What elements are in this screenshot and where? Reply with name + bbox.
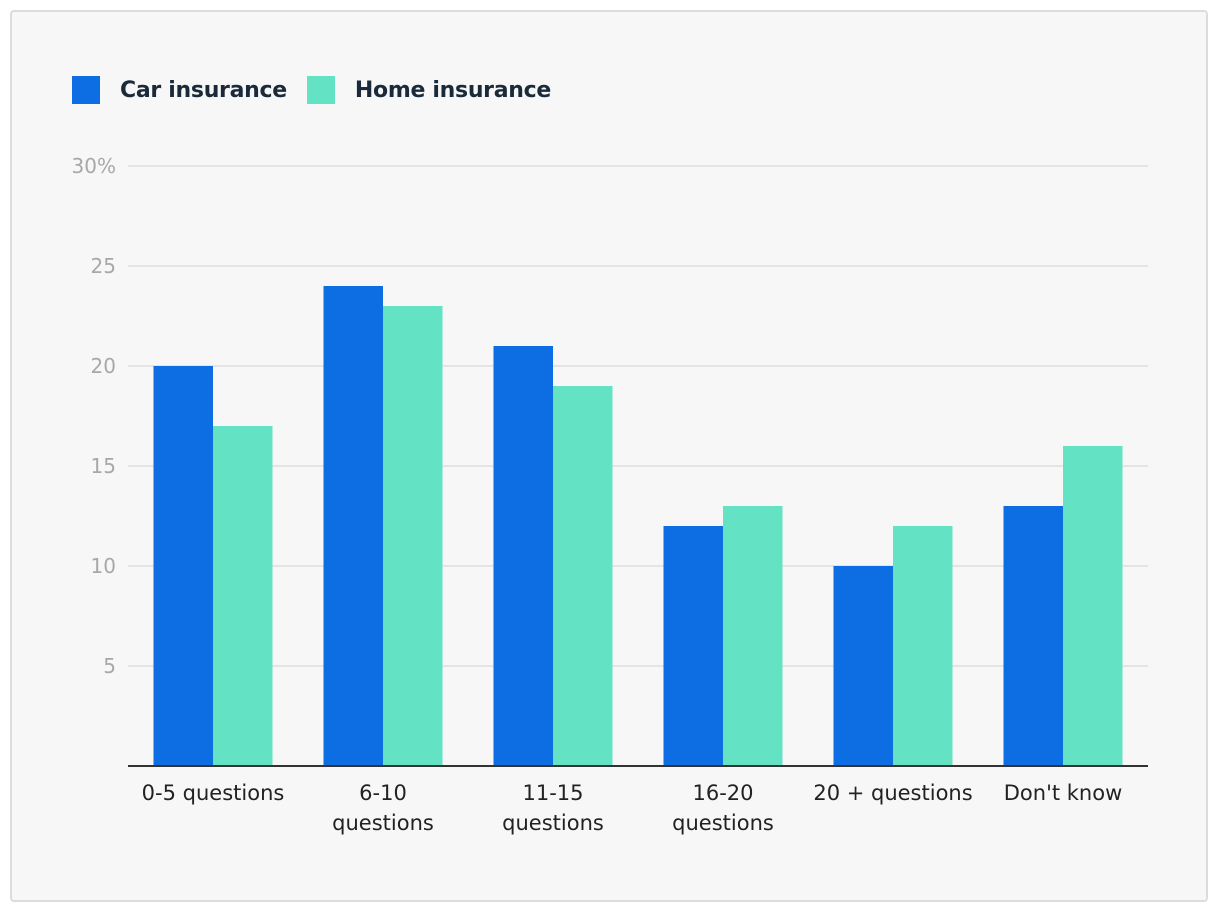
bar-home	[213, 426, 273, 766]
x-category-label-line: 20 + questions	[813, 781, 972, 805]
y-tick-label: 10	[91, 554, 116, 578]
chart-legend: Car insurance Home insurance	[72, 76, 571, 104]
bar-car	[323, 286, 383, 766]
x-category-label-line: questions	[332, 811, 434, 835]
x-category-label: Don't know	[1004, 781, 1123, 805]
x-category-label: 20 + questions	[813, 781, 972, 805]
bar-home	[893, 526, 953, 766]
bar-home	[723, 506, 783, 766]
bar-car	[493, 346, 553, 766]
bar-home	[383, 306, 443, 766]
y-tick-label: 30%	[72, 154, 116, 178]
legend-swatch-car	[72, 76, 100, 104]
legend-label-car: Car insurance	[120, 77, 287, 103]
x-category-label-line: 11-15	[522, 781, 583, 805]
y-tick-label: 25	[91, 254, 116, 278]
bar-car	[1003, 506, 1063, 766]
legend-item-car: Car insurance	[72, 76, 287, 104]
x-category-label-line: 6-10	[359, 781, 407, 805]
bar-car	[153, 366, 213, 766]
x-category-label: 6-10 questions	[332, 781, 434, 835]
bar-home	[1063, 446, 1123, 766]
bar-car	[833, 566, 893, 766]
x-category-label-line: Don't know	[1004, 781, 1123, 805]
y-tick-label: 20	[91, 354, 116, 378]
x-category-label: 0-5 questions	[142, 781, 285, 805]
x-category-label-line: 0-5 questions	[142, 781, 285, 805]
x-category-label-line: 16-20	[692, 781, 753, 805]
y-tick-label: 5	[103, 654, 116, 678]
legend-item-home: Home insurance	[306, 76, 552, 104]
x-category-label: 16-20 questions	[672, 781, 774, 835]
legend-label-home: Home insurance	[354, 77, 552, 103]
y-tick-label: 15	[91, 454, 116, 478]
x-category-label-line: questions	[672, 811, 774, 835]
x-category-label-line: questions	[502, 811, 604, 835]
bar-car	[663, 526, 723, 766]
x-category-label: 11-15 questions	[502, 781, 604, 835]
bar-home	[553, 386, 613, 766]
legend-swatch-home	[306, 76, 335, 104]
